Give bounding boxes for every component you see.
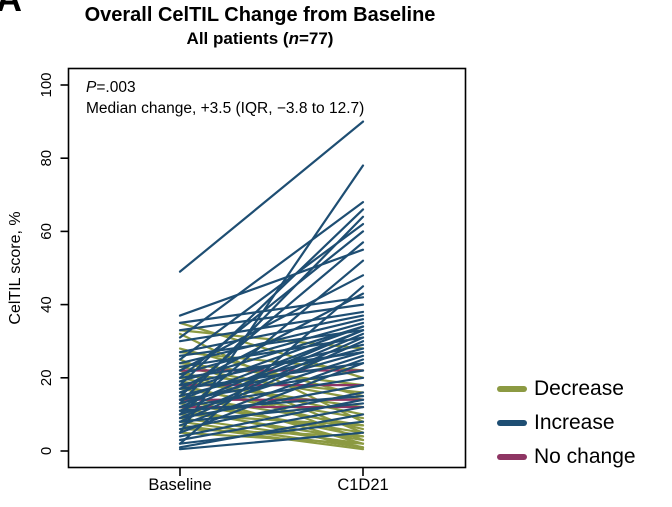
y-tick-label: 40 bbox=[38, 296, 55, 313]
patient-line bbox=[178, 329, 365, 357]
patient-line bbox=[178, 431, 365, 451]
p-italic: P bbox=[86, 79, 97, 96]
patient-line bbox=[178, 120, 365, 273]
patient-line bbox=[178, 420, 365, 449]
p-value-line: P=.003 bbox=[86, 77, 364, 98]
chart-header: Overall CelTIL Change from Baseline All … bbox=[0, 3, 520, 50]
patient-line bbox=[178, 325, 365, 394]
patient-line bbox=[178, 303, 365, 332]
patient-line bbox=[178, 248, 365, 317]
patient-line bbox=[178, 325, 365, 383]
legend: Decrease Increase No change bbox=[497, 372, 636, 474]
patient-line bbox=[178, 321, 365, 376]
patient-line bbox=[178, 310, 365, 343]
y-axis-label: CelTIL score, % bbox=[7, 211, 24, 324]
patient-line bbox=[178, 420, 365, 445]
subtitle-pre: All patients ( bbox=[186, 29, 289, 48]
patient-line bbox=[178, 413, 365, 449]
p-rest: =.003 bbox=[96, 79, 136, 96]
patient-line bbox=[178, 321, 365, 379]
patient-line bbox=[178, 274, 365, 372]
stats-annotation: P=.003 Median change, +3.5 (IQR, −3.8 to… bbox=[86, 77, 364, 119]
subtitle-n-italic: n bbox=[288, 29, 299, 48]
patient-line bbox=[178, 362, 365, 387]
legend-item-nochange: No change bbox=[497, 440, 636, 474]
y-axis-ticks: 0 20 40 60 80 100 bbox=[38, 72, 69, 455]
patient-line bbox=[178, 384, 365, 420]
y-tick-label: 0 bbox=[38, 447, 55, 455]
y-tick-label: 100 bbox=[38, 72, 55, 97]
y-tick-label: 60 bbox=[38, 223, 55, 240]
plot-border bbox=[67, 67, 467, 469]
decrease-line-swatch bbox=[497, 386, 527, 392]
chart-title: Overall CelTIL Change from Baseline bbox=[84, 4, 436, 26]
y-tick-label: 80 bbox=[38, 150, 55, 167]
patient-line bbox=[178, 351, 365, 379]
patient-line bbox=[178, 329, 365, 350]
patient-line bbox=[178, 336, 365, 368]
patient-line bbox=[178, 362, 365, 390]
patient-line bbox=[178, 241, 365, 398]
no-change-line-swatch bbox=[497, 454, 527, 460]
patient-line bbox=[178, 395, 365, 412]
patient-line bbox=[178, 405, 365, 442]
legend-item-increase: Increase bbox=[497, 406, 636, 440]
patient-line bbox=[178, 376, 365, 409]
x-tick-label-baseline: Baseline bbox=[148, 476, 211, 494]
patient-line bbox=[178, 402, 365, 423]
subtitle-post: =77) bbox=[298, 29, 334, 48]
legend-label-decrease: Decrease bbox=[534, 377, 624, 400]
patient-line bbox=[178, 369, 365, 401]
patient-line bbox=[178, 296, 365, 324]
legend-label-nochange: No change bbox=[534, 445, 636, 468]
x-tick-label-c1d21: C1D21 bbox=[337, 476, 388, 494]
patient-line bbox=[178, 318, 365, 365]
legend-item-decrease: Decrease bbox=[497, 372, 636, 406]
patient-lines bbox=[178, 120, 365, 451]
x-axis-ticks bbox=[179, 468, 364, 476]
legend-label-increase: Increase bbox=[534, 411, 615, 434]
patient-line bbox=[178, 314, 365, 354]
increase-line-swatch bbox=[497, 420, 527, 426]
patient-line bbox=[178, 201, 365, 339]
chart-subtitle: All patients (n=77) bbox=[0, 27, 520, 50]
panel-label-a: A bbox=[0, 0, 22, 20]
y-tick-label: 20 bbox=[38, 369, 55, 386]
median-change-line: Median change, +3.5 (IQR, −3.8 to 12.7) bbox=[86, 100, 365, 117]
